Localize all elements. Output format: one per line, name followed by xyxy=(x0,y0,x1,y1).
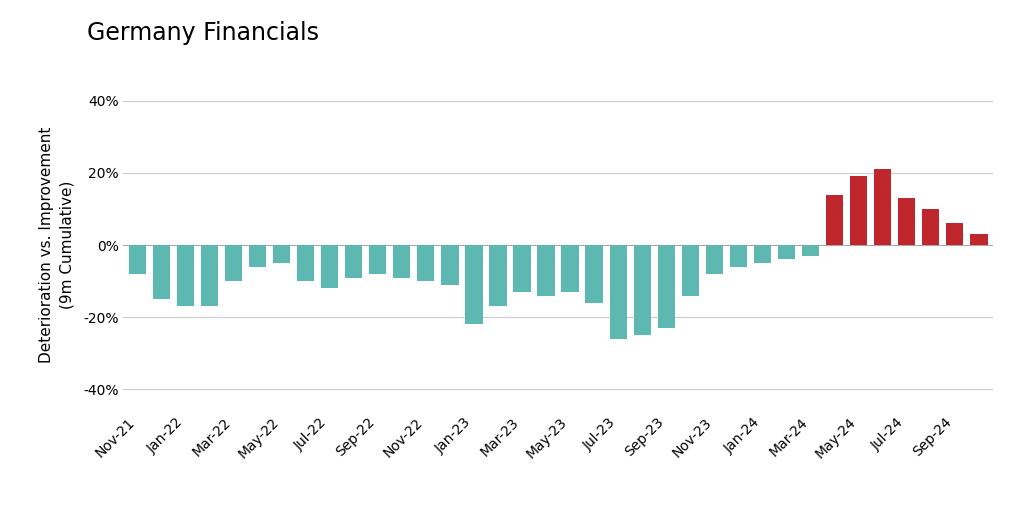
Bar xyxy=(609,245,627,339)
Bar xyxy=(249,245,266,267)
Bar xyxy=(874,169,891,245)
Bar xyxy=(225,245,242,281)
Bar xyxy=(153,245,170,299)
Bar xyxy=(778,245,796,259)
Bar xyxy=(586,245,603,303)
Bar xyxy=(177,245,195,306)
Bar xyxy=(657,245,675,328)
Bar xyxy=(465,245,482,325)
Bar xyxy=(417,245,434,281)
Bar xyxy=(826,194,843,245)
Bar xyxy=(682,245,699,296)
Bar xyxy=(946,223,964,245)
Bar xyxy=(754,245,771,263)
Bar xyxy=(393,245,411,278)
Bar xyxy=(345,245,362,278)
Bar xyxy=(369,245,386,274)
Bar xyxy=(634,245,651,335)
Text: Germany Financials: Germany Financials xyxy=(87,21,319,45)
Bar xyxy=(441,245,459,285)
Bar xyxy=(538,245,555,296)
Bar xyxy=(561,245,579,292)
Bar xyxy=(802,245,819,256)
Bar xyxy=(129,245,146,274)
Bar xyxy=(922,209,939,245)
Bar xyxy=(201,245,218,306)
Bar xyxy=(970,234,987,245)
Y-axis label: Deterioration vs. Improvement
(9m Cumulative): Deterioration vs. Improvement (9m Cumula… xyxy=(39,127,75,363)
Bar xyxy=(850,177,867,245)
Bar xyxy=(513,245,530,292)
Bar xyxy=(297,245,314,281)
Bar xyxy=(321,245,338,288)
Bar xyxy=(730,245,748,267)
Bar xyxy=(706,245,723,274)
Bar xyxy=(273,245,290,263)
Bar xyxy=(898,198,915,245)
Bar xyxy=(489,245,507,306)
